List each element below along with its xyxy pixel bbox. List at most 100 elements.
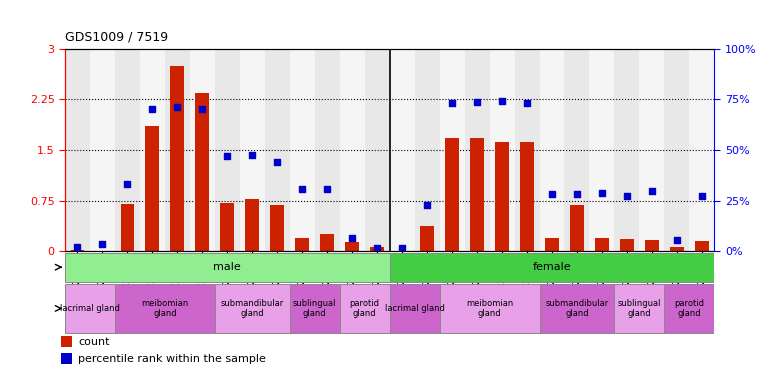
- Bar: [390, 284, 439, 333]
- Bar: [545, 238, 558, 251]
- Point: [146, 106, 158, 112]
- Bar: [65, 253, 390, 282]
- Bar: [215, 49, 240, 251]
- Bar: [145, 126, 159, 251]
- Bar: [614, 284, 665, 333]
- Text: submandibular
gland: submandibular gland: [545, 299, 609, 318]
- Point: [546, 190, 558, 196]
- Bar: [645, 240, 659, 251]
- Bar: [371, 246, 384, 251]
- Bar: [165, 49, 189, 251]
- Point: [646, 188, 658, 194]
- Bar: [340, 284, 390, 333]
- Bar: [465, 49, 490, 251]
- Text: count: count: [78, 337, 109, 347]
- Text: percentile rank within the sample: percentile rank within the sample: [78, 354, 266, 364]
- Bar: [390, 49, 415, 251]
- Point: [696, 193, 708, 199]
- Point: [621, 193, 633, 199]
- Text: sublingual
gland: sublingual gland: [617, 299, 661, 318]
- Bar: [60, 336, 73, 347]
- Bar: [495, 142, 509, 251]
- Text: parotid
gland: parotid gland: [675, 299, 704, 318]
- Bar: [290, 284, 340, 333]
- Text: parotid
gland: parotid gland: [350, 299, 380, 318]
- Point: [446, 100, 458, 106]
- Bar: [670, 246, 684, 251]
- Text: tissue: tissue: [0, 374, 1, 375]
- Bar: [445, 138, 459, 251]
- Bar: [665, 284, 714, 333]
- Point: [521, 100, 533, 106]
- Bar: [140, 49, 165, 251]
- Bar: [570, 206, 584, 251]
- Bar: [245, 199, 259, 251]
- Bar: [364, 49, 390, 251]
- Bar: [196, 93, 209, 251]
- Bar: [665, 49, 689, 251]
- Bar: [296, 238, 309, 251]
- Bar: [595, 238, 609, 251]
- Bar: [415, 49, 439, 251]
- Point: [396, 245, 408, 251]
- Bar: [240, 49, 265, 251]
- Bar: [115, 49, 140, 251]
- Text: male: male: [213, 262, 241, 272]
- Bar: [189, 49, 215, 251]
- Bar: [70, 250, 84, 251]
- Bar: [490, 49, 514, 251]
- Bar: [470, 138, 484, 251]
- Bar: [60, 353, 73, 364]
- Bar: [539, 284, 614, 333]
- Bar: [340, 49, 364, 251]
- Point: [96, 241, 108, 247]
- Text: lacrimal gland: lacrimal gland: [385, 304, 445, 313]
- Text: female: female: [533, 262, 571, 272]
- Bar: [320, 234, 334, 251]
- Text: meibomian
gland: meibomian gland: [466, 299, 513, 318]
- Bar: [265, 49, 290, 251]
- Point: [222, 153, 234, 159]
- Bar: [565, 49, 590, 251]
- Bar: [539, 49, 565, 251]
- Point: [346, 235, 358, 241]
- Bar: [590, 49, 614, 251]
- Point: [196, 106, 209, 112]
- Bar: [65, 284, 115, 333]
- Bar: [520, 142, 534, 251]
- Point: [271, 159, 283, 165]
- Bar: [270, 206, 284, 251]
- Text: GDS1009 / 7519: GDS1009 / 7519: [65, 30, 168, 43]
- Text: gender: gender: [0, 374, 1, 375]
- Bar: [65, 49, 90, 251]
- Point: [571, 190, 583, 196]
- Bar: [420, 226, 434, 251]
- Bar: [90, 49, 115, 251]
- Bar: [215, 284, 290, 333]
- Point: [496, 98, 508, 104]
- Bar: [695, 241, 709, 251]
- Point: [71, 244, 83, 250]
- Point: [471, 99, 483, 105]
- Point: [121, 182, 134, 188]
- Bar: [439, 49, 465, 251]
- Point: [671, 237, 683, 243]
- Bar: [439, 284, 539, 333]
- Bar: [390, 253, 714, 282]
- Text: meibomian
gland: meibomian gland: [141, 299, 189, 318]
- Point: [421, 202, 433, 208]
- Bar: [514, 49, 539, 251]
- Text: sublingual
gland: sublingual gland: [293, 299, 336, 318]
- Bar: [115, 284, 215, 333]
- Point: [171, 105, 183, 111]
- Bar: [290, 49, 315, 251]
- Bar: [620, 239, 634, 251]
- Point: [296, 186, 309, 192]
- Text: lacrimal gland: lacrimal gland: [60, 304, 120, 313]
- Bar: [639, 49, 665, 251]
- Bar: [121, 204, 134, 251]
- Bar: [221, 202, 234, 251]
- Text: submandibular
gland: submandibular gland: [221, 299, 284, 318]
- Bar: [170, 66, 184, 251]
- Point: [371, 245, 384, 251]
